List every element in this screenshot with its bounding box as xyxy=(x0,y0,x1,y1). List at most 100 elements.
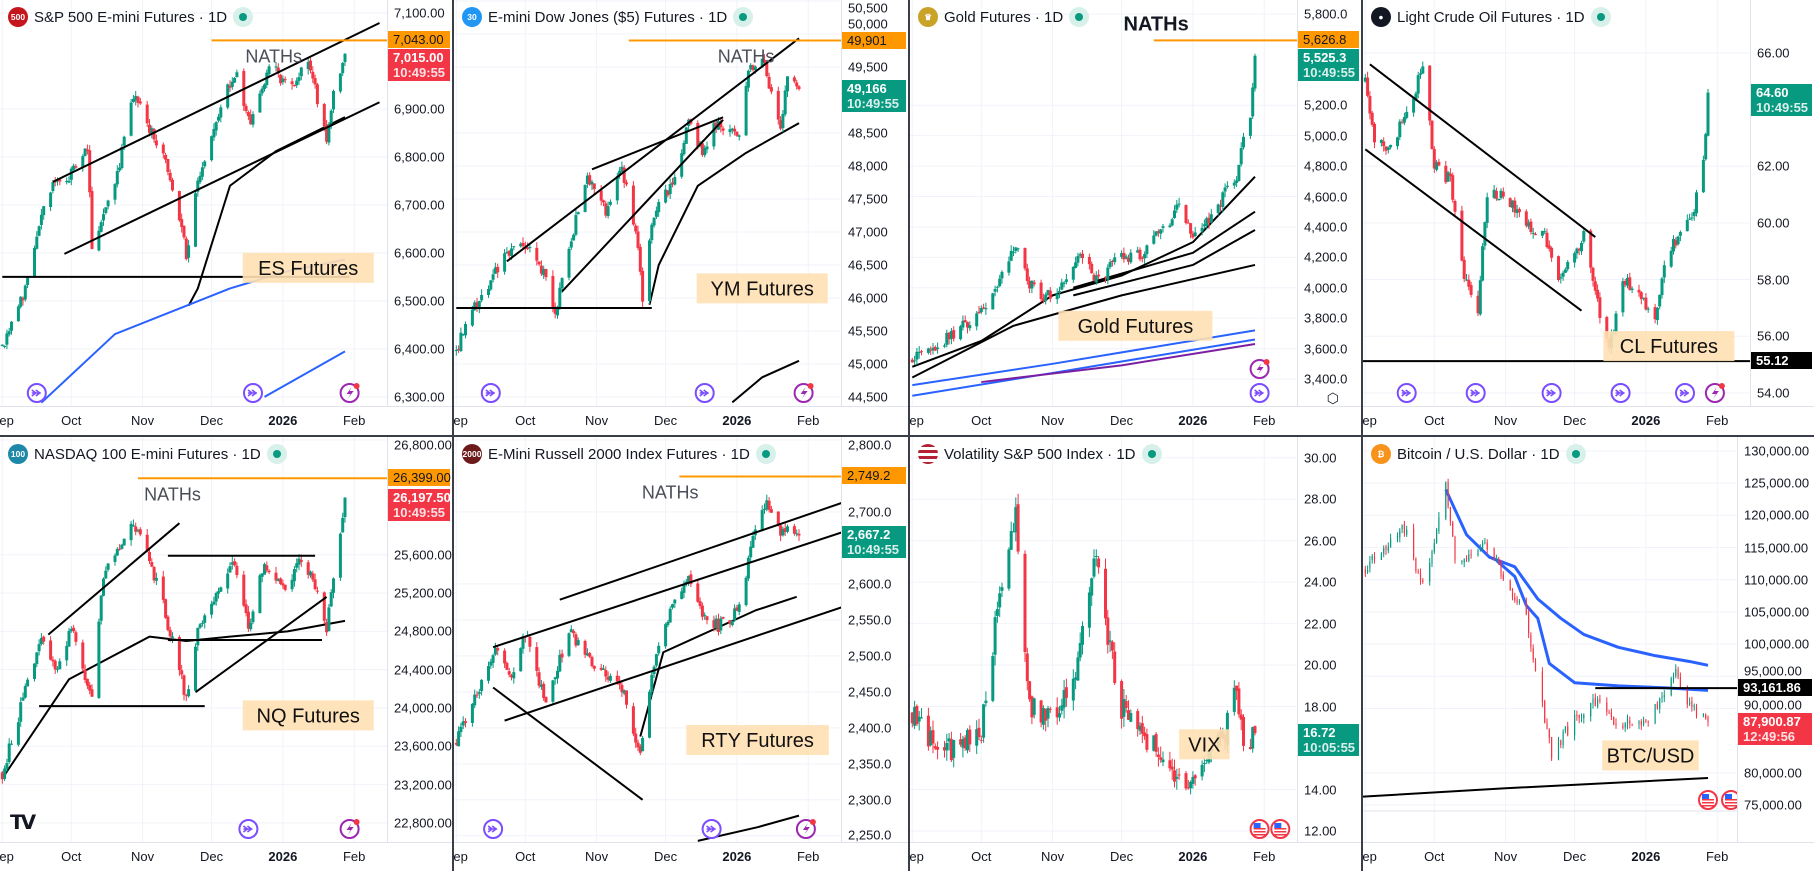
settings-icon[interactable]: ⬡ xyxy=(1326,390,1339,406)
annotation-label[interactable]: ES Futures xyxy=(242,252,374,283)
economic-event-icon[interactable] xyxy=(1675,383,1695,403)
candle xyxy=(1670,676,1672,697)
candle xyxy=(251,609,255,625)
chart-title-bar[interactable]: ₿ Bitcoin / U.S. Dollar · 1D xyxy=(1371,444,1586,464)
chart-title-bar[interactable]: 100 NASDAQ 100 E-mini Futures · 1D xyxy=(8,444,287,464)
trendline[interactable] xyxy=(504,606,842,722)
us-flag-event-icon[interactable] xyxy=(1270,819,1291,839)
candle xyxy=(567,246,571,281)
trendline[interactable] xyxy=(52,22,380,183)
economic-event-icon[interactable] xyxy=(1249,383,1270,403)
lightning-event-icon[interactable] xyxy=(793,383,814,403)
candle xyxy=(281,579,285,589)
chart-plot[interactable]: BTC/USD xyxy=(1363,437,1738,843)
chart-plot[interactable]: NATHs RTY Futures xyxy=(454,437,842,843)
chart-panel[interactable]: BTC/USD ₿ Bitcoin / U.S. Dollar · 1D 130,00… xyxy=(1363,437,1814,871)
time-axis[interactable]: Sep Oct Nov Dec 2026 Feb xyxy=(0,842,452,871)
candle xyxy=(58,658,62,670)
price-axis[interactable]: 7,100.00 6,900.00 6,800.00 6,700.00 6,600.00… xyxy=(387,0,452,407)
time-axis[interactable]: Sep Oct Nov Dec 2026 Feb xyxy=(454,842,908,871)
time-axis[interactable]: Sep Oct Nov Dec 2026 Feb xyxy=(910,842,1361,871)
trendline[interactable] xyxy=(1364,148,1583,312)
trendline[interactable] xyxy=(194,596,328,693)
annotation-label[interactable]: RTY Futures xyxy=(686,725,829,756)
chart-plot[interactable]: NATHs NQ Futures xyxy=(0,437,388,843)
chart-panel[interactable]: VIX Volatility S&P 500 Index · 1D 30.00 28.… xyxy=(910,437,1361,871)
chart-plot[interactable]: NATHs ES Futures xyxy=(0,0,388,407)
chart-panel[interactable]: NATHs Gold Futures ♛ Gold Futures · 1D 5,800… xyxy=(910,0,1361,435)
price-axis[interactable]: 5,800.0 5,200.0 5,000.0 4,800.0 4,600.0 4,400… xyxy=(1297,0,1361,407)
trendline[interactable] xyxy=(561,119,724,293)
price-axis[interactable]: 66.00 62.00 60.00 58.00 56.00 54.00 55.12 64.60… xyxy=(1750,0,1814,407)
symbol-title[interactable]: E-mini Dow Jones ($5) Futures · 1D xyxy=(488,8,728,26)
annotation-label[interactable]: NQ Futures xyxy=(242,700,374,731)
symbol-title[interactable]: S&P 500 E-mini Futures · 1D xyxy=(34,8,228,26)
symbol-title[interactable]: Light Crude Oil Futures · 1D xyxy=(1397,8,1585,26)
chart-plot[interactable]: NATHs YM Futures xyxy=(454,0,842,407)
economic-event-icon[interactable] xyxy=(1465,383,1486,403)
trendline[interactable] xyxy=(492,686,644,801)
symbol-title[interactable]: Bitcoin / U.S. Dollar · 1D xyxy=(1397,445,1560,463)
symbol-title[interactable]: Gold Futures · 1D xyxy=(944,8,1064,26)
symbol-title[interactable]: E-Mini Russell 2000 Index Futures · 1D xyxy=(488,445,750,463)
trendline[interactable] xyxy=(47,522,181,636)
economic-event-icon[interactable] xyxy=(26,383,47,403)
annotation-label[interactable]: VIX xyxy=(1179,729,1230,760)
economic-event-icon[interactable] xyxy=(238,819,259,839)
economic-event-icon[interactable] xyxy=(480,383,501,403)
trendline[interactable] xyxy=(63,101,380,255)
chart-title-bar[interactable]: 30 E-mini Dow Jones ($5) Futures · 1D xyxy=(462,7,754,27)
chart-plot[interactable]: VIX xyxy=(910,437,1298,843)
chart-plot[interactable]: CL Futures xyxy=(1363,0,1751,407)
economic-event-icon[interactable] xyxy=(694,383,715,403)
us-flag-event-icon[interactable] xyxy=(1721,790,1738,810)
chart-plot[interactable]: NATHs Gold Futures xyxy=(910,0,1298,407)
symbol-title[interactable]: Volatility S&P 500 Index · 1D xyxy=(944,445,1136,463)
time-axis[interactable]: Sep Oct Nov Dec 2026 Feb xyxy=(454,406,908,435)
annotation-label[interactable]: YM Futures xyxy=(696,273,828,304)
trendline[interactable] xyxy=(492,531,842,649)
time-axis[interactable]: Sep Oct Nov Dec 2026 Feb xyxy=(1363,842,1814,871)
us-flag-event-icon[interactable] xyxy=(1249,819,1270,839)
economic-event-icon[interactable] xyxy=(483,819,504,839)
economic-event-icon[interactable] xyxy=(243,383,263,403)
chart-title-bar[interactable]: ♛ Gold Futures · 1D xyxy=(918,7,1090,27)
chart-title-bar[interactable]: Volatility S&P 500 Index · 1D xyxy=(918,444,1162,464)
trendline[interactable] xyxy=(559,501,842,601)
symbol-title[interactable]: NASDAQ 100 E-mini Futures · 1D xyxy=(34,445,261,463)
chart-panel[interactable]: CL Futures ● Light Crude Oil Futures · 1D 6… xyxy=(1363,0,1814,435)
time-axis[interactable]: Sep Oct Nov Dec 2026 Feb xyxy=(1363,406,1814,435)
price-axis[interactable]: 26,800.00 25,600.00 25,200.00 24,800.00 24,4… xyxy=(387,437,452,843)
chart-panel[interactable]: NATHs NQ Futures 100 NASDAQ 100 E-mini Futu… xyxy=(0,437,452,871)
chart-title-bar[interactable]: 2000 E-Mini Russell 2000 Index Futures · … xyxy=(462,444,776,464)
economic-event-icon[interactable] xyxy=(1396,383,1417,403)
price-axis[interactable]: 130,000.00 125,000.00 120,000.00 115,000.00… xyxy=(1737,437,1814,843)
us-flag-event-icon[interactable] xyxy=(1698,790,1718,810)
economic-event-icon[interactable] xyxy=(1610,383,1631,403)
chart-panel[interactable]: NATHs YM Futures 30 E-mini Dow Jones ($5) F… xyxy=(454,0,908,435)
trendline[interactable] xyxy=(1369,63,1596,238)
annotation-label[interactable]: CL Futures xyxy=(1603,331,1735,362)
time-axis[interactable]: Sep Oct Nov Dec 2026 Feb xyxy=(910,406,1361,435)
lightning-event-icon[interactable] xyxy=(1249,359,1270,379)
time-axis[interactable]: Sep Oct Nov Dec 2026 Feb xyxy=(0,406,452,435)
price-axis[interactable]: 2,800.0 2,700.0 2,600.0 2,550.0 2,500.0 2,450… xyxy=(841,437,908,843)
trendline[interactable] xyxy=(591,116,724,171)
tradingview-logo[interactable]: 𝗧𝗩 xyxy=(10,812,36,834)
trendline[interactable] xyxy=(506,37,800,263)
chart-title-bar[interactable]: ● Light Crude Oil Futures · 1D xyxy=(1371,7,1611,27)
economic-event-icon[interactable] xyxy=(701,819,722,839)
annotation-label[interactable]: BTC/USD xyxy=(1602,740,1699,771)
annotation-label[interactable]: Gold Futures xyxy=(1058,310,1213,341)
candle xyxy=(1060,698,1064,715)
chart-panel[interactable]: NATHs RTY Futures 2000 E-Mini Russell 2000 … xyxy=(454,437,908,871)
lightning-event-icon[interactable] xyxy=(1704,383,1725,403)
chart-panel[interactable]: NATHs ES Futures 500 S&P 500 E-mini Futures… xyxy=(0,0,452,435)
lightning-event-icon[interactable] xyxy=(339,819,360,839)
price-axis[interactable]: 30.00 28.00 26.00 24.00 22.00 20.00 18.00 14.00… xyxy=(1297,437,1361,843)
chart-title-bar[interactable]: 500 S&P 500 E-mini Futures · 1D xyxy=(8,7,254,27)
lightning-event-icon[interactable] xyxy=(795,819,816,839)
economic-event-icon[interactable] xyxy=(1541,383,1562,403)
lightning-event-icon[interactable] xyxy=(339,383,360,403)
price-axis[interactable]: 50,500 50,000 49,500 48,500 48,000 47,500 47,0… xyxy=(841,0,908,407)
